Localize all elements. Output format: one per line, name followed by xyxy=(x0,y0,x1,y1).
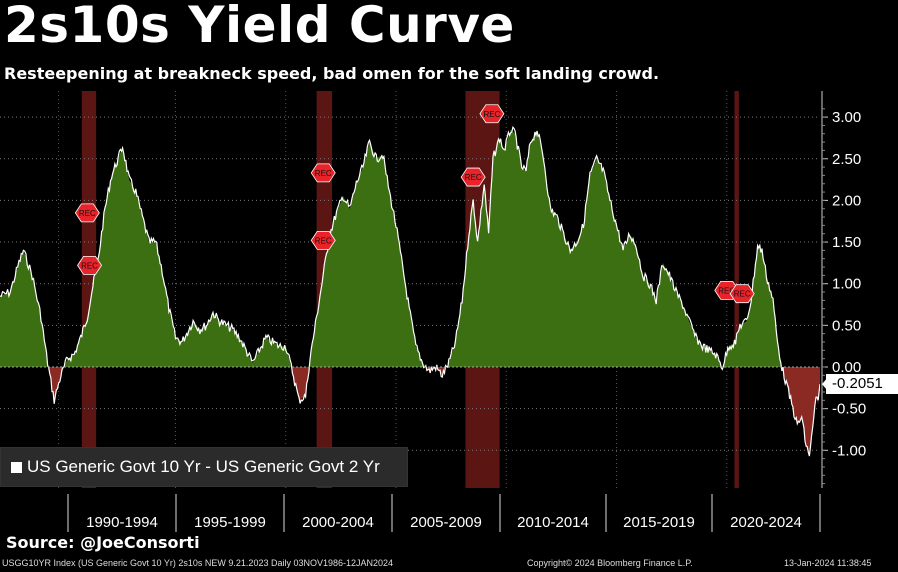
rec-marker-3: REC xyxy=(310,230,336,250)
footer-copyright: Copyright© 2024 Bloomberg Finance L.P. xyxy=(527,558,693,568)
y-tick-label-7: -0.50 xyxy=(832,401,866,418)
rec-marker-label: REC xyxy=(81,261,98,270)
recession-band-0 xyxy=(81,91,97,488)
rec-marker-5: REC xyxy=(479,104,505,124)
rec-marker-label: REC xyxy=(734,290,751,299)
legend-swatch xyxy=(11,462,22,473)
rec-marker-7: REC xyxy=(729,284,755,304)
rec-marker-label: REC xyxy=(315,169,332,178)
y-tick-label-0: 3.00 xyxy=(832,109,861,126)
footer-timestamp: 13-Jan-2024 11:38:45 xyxy=(784,558,872,568)
positive-area xyxy=(0,129,820,367)
y-tick-label-3: 1.50 xyxy=(832,234,861,251)
rec-marker-label: REC xyxy=(315,236,332,245)
x-tick-label-5: 2015-2019 xyxy=(623,514,695,531)
rec-marker-label: REC xyxy=(483,110,500,119)
x-tick-label-0: 1990-1994 xyxy=(86,514,158,531)
y-tick-label-8: -1.00 xyxy=(832,442,866,459)
page-title: 2s10s Yield Curve xyxy=(4,0,515,54)
rec-marker-label: REC xyxy=(718,286,735,295)
chart-legend: US Generic Govt 10 Yr - US Generic Govt … xyxy=(0,447,408,487)
rec-marker-label: REC xyxy=(79,209,96,218)
rec-marker-4: REC xyxy=(460,167,486,187)
page-subtitle: Resteepening at breakneck speed, bad ome… xyxy=(4,64,660,83)
y-tick-label-1: 2.50 xyxy=(832,151,861,168)
source-credit: Source: @JoeConsorti xyxy=(6,533,200,552)
x-tick-label-1: 1995-1999 xyxy=(194,514,266,531)
rec-marker-0: REC xyxy=(74,203,100,223)
rec-marker-label: REC xyxy=(465,173,482,182)
series-line xyxy=(0,125,820,457)
y-tick-label-6: 0.00 xyxy=(832,359,861,376)
legend-label: US Generic Govt 10 Yr - US Generic Govt … xyxy=(27,457,380,476)
x-tick-label-6: 2020-2024 xyxy=(730,514,802,531)
x-tick-label-3: 2005-2009 xyxy=(410,514,482,531)
y-tick-label-5: 0.50 xyxy=(832,317,861,334)
x-tick-label-2: 2000-2004 xyxy=(302,514,374,531)
y-tick-label-2: 2.00 xyxy=(832,192,861,209)
x-tick-label-4: 2010-2014 xyxy=(517,514,589,531)
rec-marker-1: REC xyxy=(77,255,102,275)
rec-marker-2: REC xyxy=(310,163,336,183)
last-value-label: -0.2051 xyxy=(826,374,898,395)
y-tick-label-4: 1.00 xyxy=(832,276,861,293)
footer-index-info: USGG10YR Index (US Generic Govt 10 Yr) 2… xyxy=(2,558,394,568)
